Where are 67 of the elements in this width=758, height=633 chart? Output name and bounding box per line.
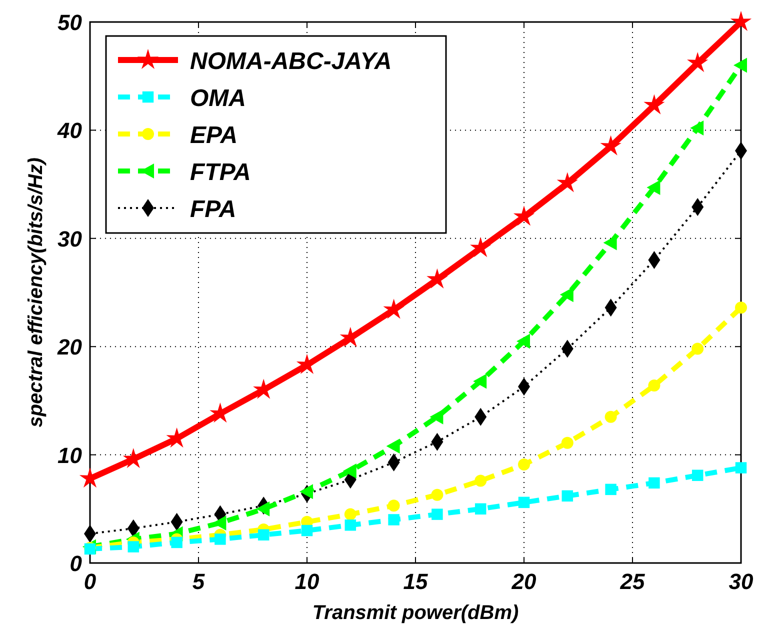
point bbox=[344, 520, 356, 531]
point bbox=[473, 374, 487, 389]
point bbox=[558, 173, 577, 192]
point bbox=[212, 515, 226, 530]
point bbox=[604, 410, 617, 423]
x-tick-label: 20 bbox=[510, 569, 537, 594]
point bbox=[601, 136, 620, 155]
point bbox=[171, 536, 182, 548]
point bbox=[735, 462, 747, 474]
y-tick-label: 40 bbox=[56, 118, 83, 144]
point bbox=[301, 524, 313, 536]
legend-label: FPA bbox=[190, 196, 236, 223]
point bbox=[430, 409, 444, 424]
legend-label: EPA bbox=[190, 122, 238, 149]
point bbox=[688, 53, 708, 72]
point bbox=[732, 12, 750, 30]
x-tick-label: 30 bbox=[728, 569, 754, 594]
point bbox=[644, 95, 664, 114]
point bbox=[386, 438, 400, 454]
y-tick-label: 0 bbox=[70, 551, 83, 576]
point bbox=[518, 496, 530, 508]
y-tick-label: 50 bbox=[58, 10, 83, 35]
x-axis-title: Transmit power(dBm) bbox=[312, 602, 519, 624]
point bbox=[214, 534, 226, 545]
point bbox=[428, 270, 447, 288]
point bbox=[514, 206, 534, 225]
y-tick-label: 10 bbox=[58, 442, 83, 468]
point bbox=[474, 474, 487, 487]
point bbox=[562, 490, 574, 502]
point bbox=[384, 300, 404, 318]
point bbox=[431, 488, 444, 501]
point bbox=[648, 477, 660, 489]
point bbox=[344, 508, 356, 520]
point bbox=[605, 484, 616, 496]
point bbox=[735, 302, 747, 314]
point bbox=[518, 458, 530, 471]
y-axis-title: spectral efficiency(bits/s/Hz) bbox=[25, 157, 47, 428]
point bbox=[692, 470, 704, 481]
point bbox=[258, 529, 270, 540]
point bbox=[471, 238, 490, 256]
x-tick-label: 15 bbox=[403, 569, 428, 594]
point bbox=[342, 464, 356, 479]
point bbox=[692, 342, 704, 355]
x-tick-label: 10 bbox=[294, 569, 320, 594]
point bbox=[561, 436, 574, 449]
point bbox=[648, 380, 660, 392]
point bbox=[560, 287, 574, 302]
point bbox=[516, 334, 530, 349]
x-tick-label: 25 bbox=[619, 569, 646, 594]
point bbox=[690, 120, 704, 136]
point bbox=[646, 180, 660, 196]
y-tick-label: 20 bbox=[56, 334, 83, 360]
point bbox=[256, 501, 270, 516]
point bbox=[300, 484, 313, 500]
y-tick-label: 30 bbox=[58, 226, 83, 252]
legend-label: OMA bbox=[190, 85, 246, 112]
point bbox=[298, 355, 316, 374]
point bbox=[128, 541, 140, 552]
legend-label: FTPA bbox=[190, 159, 251, 186]
point bbox=[474, 503, 486, 515]
point bbox=[432, 508, 443, 520]
point bbox=[388, 500, 400, 512]
x-tick-label: 5 bbox=[192, 569, 206, 594]
point bbox=[340, 328, 360, 346]
point bbox=[734, 58, 747, 73]
point bbox=[388, 514, 400, 526]
legend-label: NOMA-ABC-JAYA bbox=[190, 48, 392, 75]
